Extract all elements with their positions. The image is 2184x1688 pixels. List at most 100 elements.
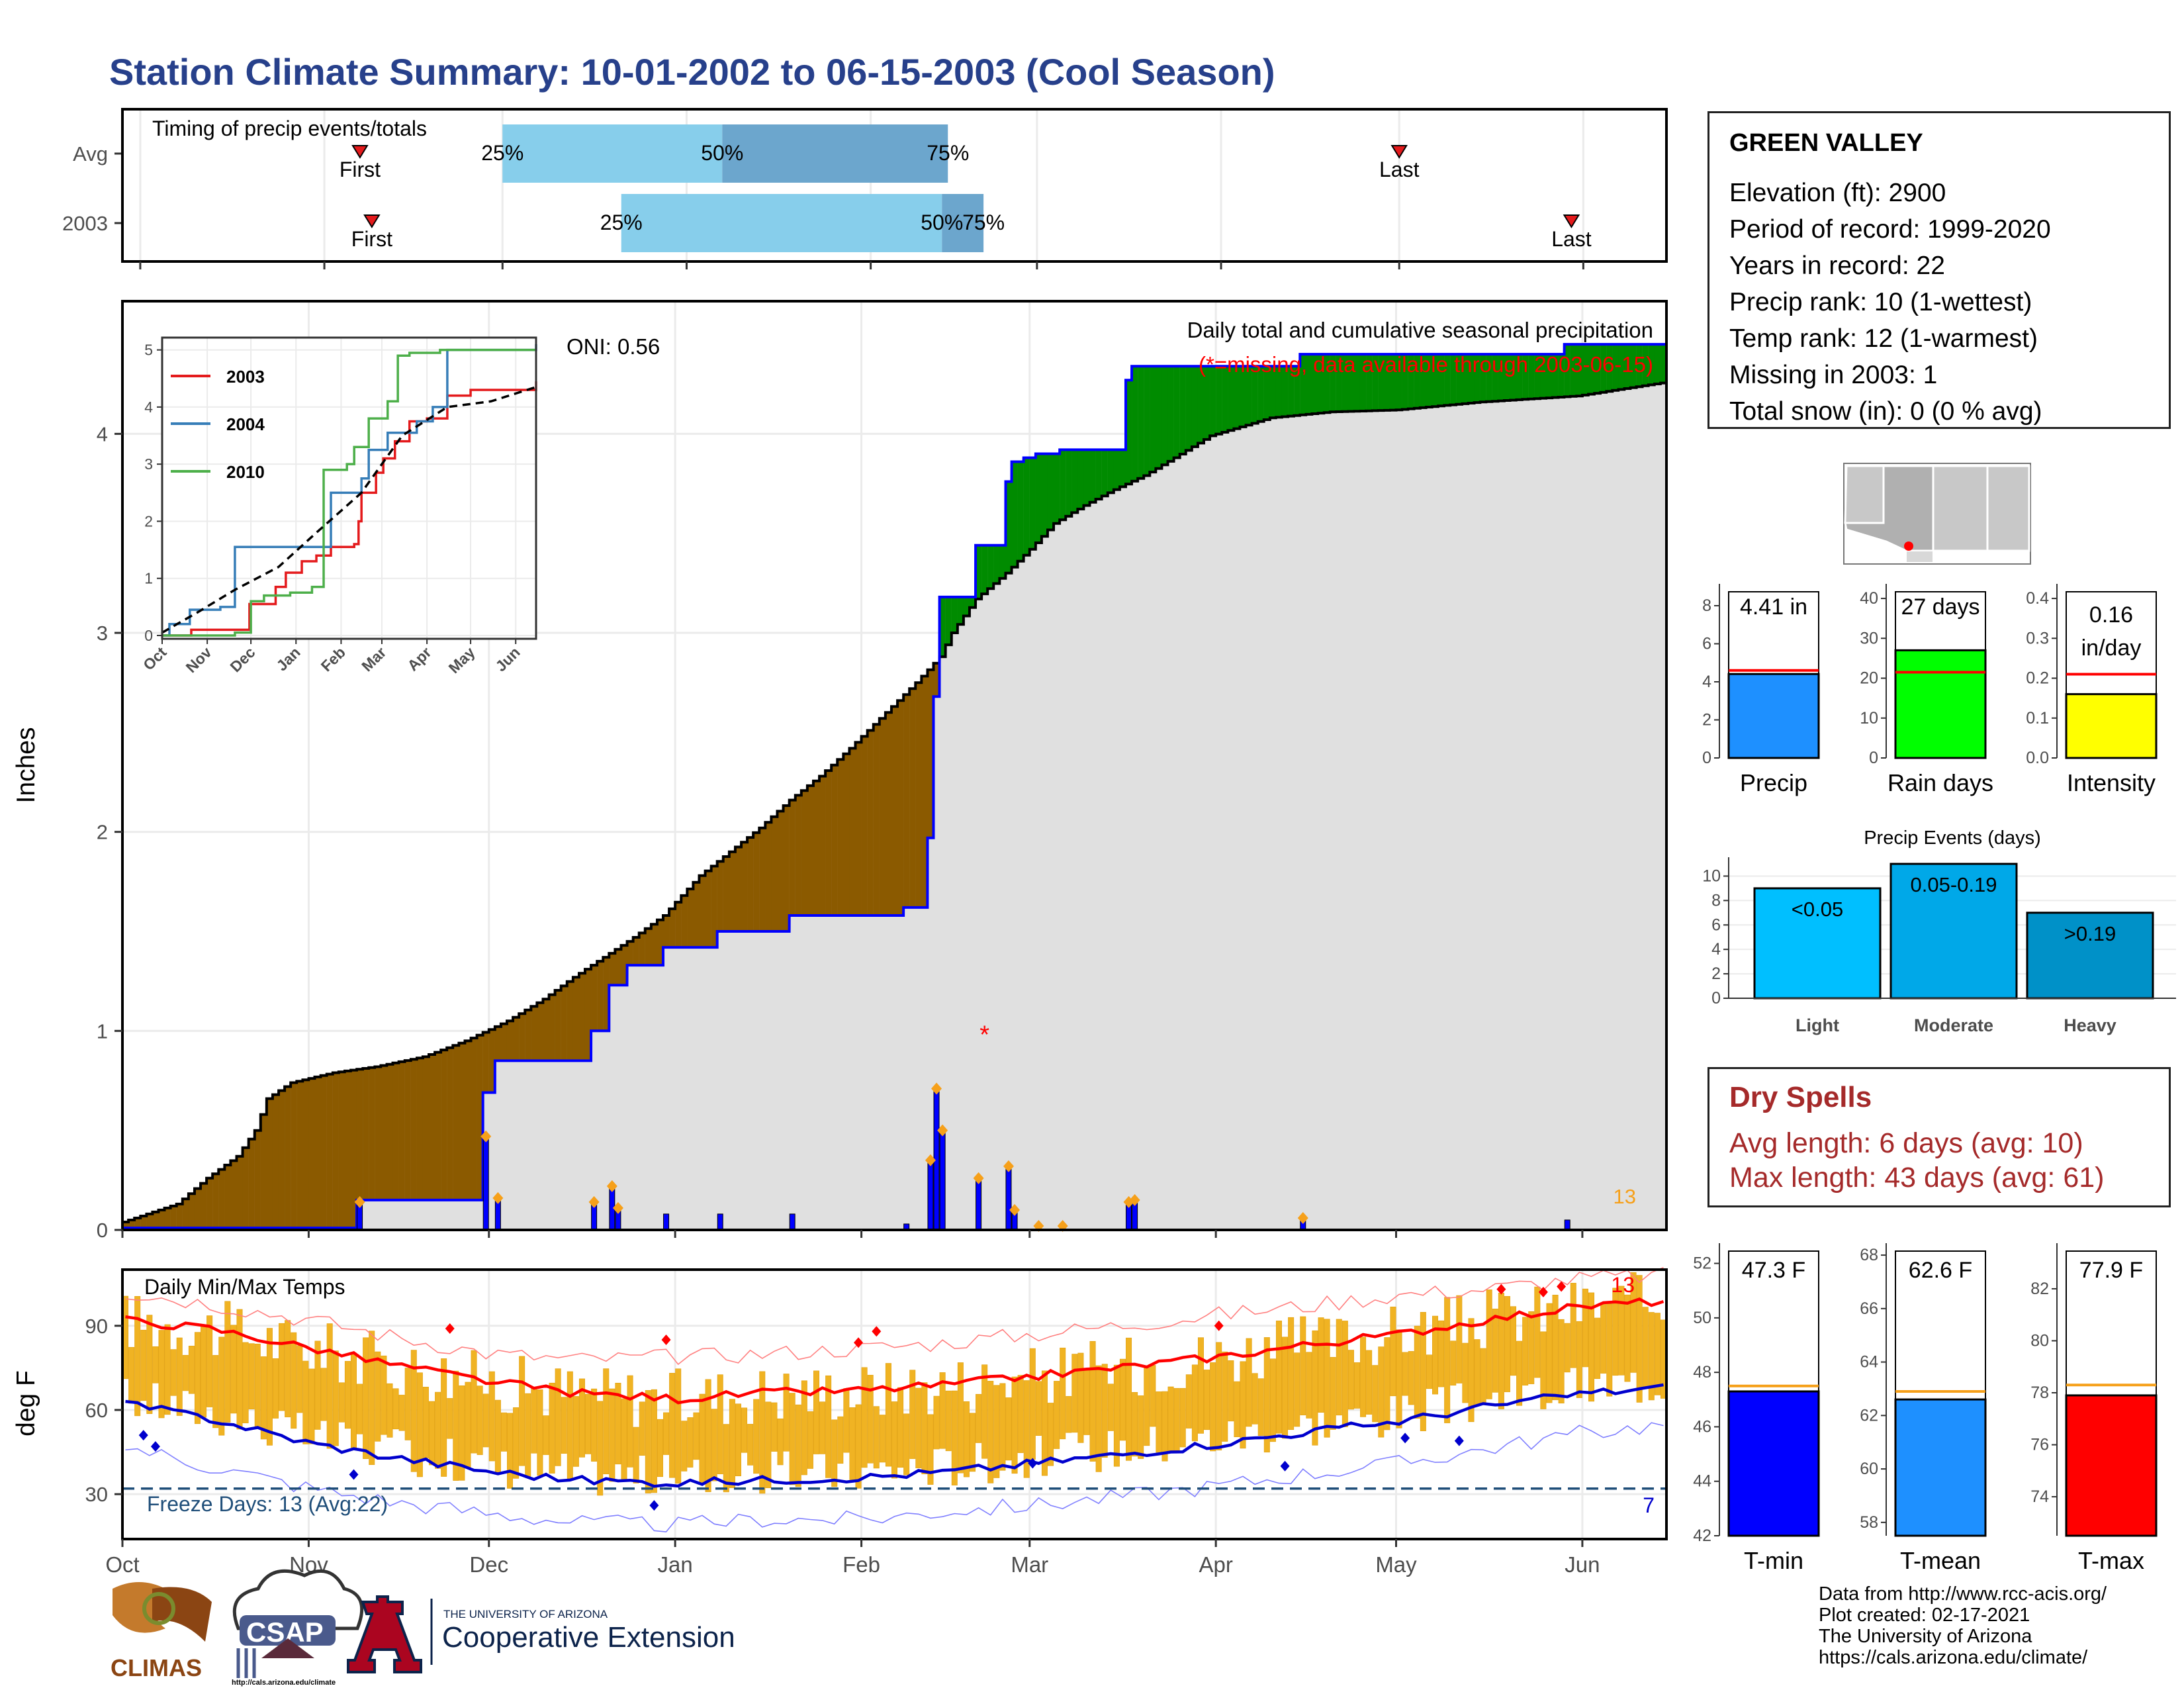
temps-daily-range-bar	[825, 1375, 832, 1478]
temps-panel: Daily Min/Max Temps Freeze Days: 13 (Avg:…	[12, 1266, 1668, 1577]
precip-deficit-segment	[537, 1002, 543, 1061]
precip-deficit-segment	[819, 776, 826, 915]
temps-daily-range-bar	[248, 1343, 255, 1409]
temps-daily-range-bar	[699, 1393, 705, 1483]
precip-surplus-segment	[1179, 366, 1186, 454]
precip-totals-ytick-label: 2	[1702, 711, 1711, 729]
temps-daily-range-bar	[1450, 1340, 1457, 1386]
precip-event-diamond	[492, 1192, 504, 1204]
temps-daily-range-bar	[1156, 1391, 1162, 1453]
precip-surplus-segment	[1041, 453, 1048, 537]
temps-daily-range-bar	[1023, 1380, 1030, 1478]
precip-deficit-segment	[609, 953, 615, 986]
precip-surplus-segment	[1216, 366, 1222, 434]
precip-surplus-segment	[1498, 354, 1505, 401]
precip-deficit-segment	[302, 1080, 309, 1228]
temps-daily-range-bar	[1330, 1357, 1336, 1430]
temps-daily-range-bar	[1282, 1336, 1289, 1439]
temps-daily-range-bar	[603, 1368, 610, 1475]
temps-daily-range-bar	[224, 1301, 231, 1423]
precip-deficit-segment	[662, 915, 670, 948]
temps-daily-range-bar	[1167, 1386, 1174, 1452]
precip-totals-ytick-label: 0.3	[2026, 629, 2049, 647]
precip-deficit-segment	[188, 1194, 195, 1228]
precip-deficit-segment	[783, 806, 790, 932]
timing-avg-last-label: Last	[1379, 158, 1420, 181]
precip-deficit-segment	[410, 1059, 417, 1200]
precip-deficit-segment	[555, 990, 561, 1061]
precip-deficit-segment	[855, 742, 862, 915]
temps-daily-range-bar	[1606, 1303, 1613, 1397]
precip-surplus-segment	[1210, 366, 1216, 436]
temps-daily-range-bar	[729, 1399, 735, 1488]
precip-surplus-segment	[1654, 344, 1661, 385]
temps-daily-range-bar	[1300, 1316, 1306, 1416]
temp-summary-category-label: T-min	[1744, 1547, 1803, 1574]
precip-event-diamond	[973, 1172, 984, 1184]
precip-totals-category-label: Rain days	[1888, 769, 1993, 796]
inset-ytick-label: 2	[144, 512, 153, 530]
temps-daily-range-bar	[1324, 1319, 1330, 1438]
temps-daily-range-bar	[152, 1346, 159, 1383]
temps-daily-range-bar	[1173, 1387, 1180, 1452]
inset-legend-label: 2010	[226, 462, 265, 482]
precip-surplus-segment	[1288, 366, 1295, 416]
events-bar	[2026, 912, 2154, 1000]
precip-surplus-segment	[1047, 453, 1054, 530]
temps-daily-range-bar	[645, 1390, 651, 1493]
precip-deficit-segment	[356, 1069, 363, 1200]
temps-daily-range-bar	[1342, 1321, 1348, 1427]
precip-deficit-segment	[669, 908, 676, 948]
temps-daily-range-bar	[939, 1372, 946, 1449]
temp-summary-ytick-label: 82	[2030, 1280, 2049, 1298]
precip-subtitle: (*=missing, data available through 2003-…	[1199, 352, 1653, 377]
precip-surplus-segment	[1342, 354, 1349, 412]
temps-record-high-marker	[1496, 1284, 1506, 1295]
timing-2003-last-label: Last	[1551, 227, 1592, 251]
temps-daily-range-bar	[1396, 1329, 1402, 1429]
temps-daily-range-bar	[1144, 1368, 1150, 1446]
precip-deficit-segment	[801, 790, 808, 915]
temps-daily-range-bar	[381, 1355, 387, 1435]
station-location-dot	[1904, 541, 1913, 551]
temps-daily-range-bar	[272, 1358, 279, 1419]
precip-surplus-segment	[1300, 354, 1306, 415]
inset-ytick-label: 3	[144, 455, 153, 473]
temp-summary-ytick-label: 46	[1693, 1417, 1711, 1436]
precip-surplus-segment	[1408, 354, 1414, 409]
temps-daily-range-bar	[218, 1336, 225, 1436]
temps-daily-range-bar	[1462, 1342, 1469, 1403]
tmax-value: 77.9 F	[2079, 1258, 2143, 1283]
temps-daily-range-bar	[1570, 1283, 1576, 1368]
temps-daily-range-bar	[1528, 1311, 1535, 1384]
csap-logo: CSAP http://cals.arizona.edu/climate	[232, 1569, 364, 1687]
temps-record-high-marker	[1538, 1286, 1548, 1297]
inset-ytick-label: 1	[144, 570, 153, 587]
precip-event-count: 13	[1614, 1185, 1636, 1208]
temps-record-low-line	[125, 1422, 1664, 1532]
temps-daily-range-bar	[813, 1370, 819, 1454]
footer-data-source: Data from http://www.rcc-acis.org/	[1819, 1583, 2107, 1605]
precip-surplus-segment	[1005, 481, 1012, 573]
precip-surplus-segment	[1606, 344, 1613, 392]
temps-daily-range-bar	[1474, 1339, 1480, 1405]
temps-daily-range-bar	[1306, 1352, 1312, 1419]
temps-daily-range-bar	[1161, 1391, 1168, 1462]
temps-daily-range-bar	[867, 1374, 874, 1464]
precip-deficit-segment	[369, 1067, 375, 1200]
temps-daily-range-bar	[1492, 1308, 1498, 1393]
precip-surplus-segment	[1462, 354, 1469, 404]
precip-surplus-segment	[1582, 344, 1589, 395]
precip-deficit-segment	[765, 822, 772, 932]
precip-surplus-segment	[939, 596, 946, 657]
temps-daily-range-bar	[873, 1406, 880, 1469]
precip-deficit-segment	[363, 1068, 369, 1200]
temps-daily-range-bar	[537, 1389, 543, 1476]
station-missing: Missing in 2003: 1	[1729, 361, 1938, 389]
temps-daily-range-bar	[1066, 1396, 1072, 1433]
temps-daily-range-bar	[1540, 1331, 1547, 1409]
precip-deficit-segment	[735, 847, 742, 932]
inset-series-line-2010	[162, 348, 536, 637]
precip-surplus-segment	[1359, 354, 1367, 411]
